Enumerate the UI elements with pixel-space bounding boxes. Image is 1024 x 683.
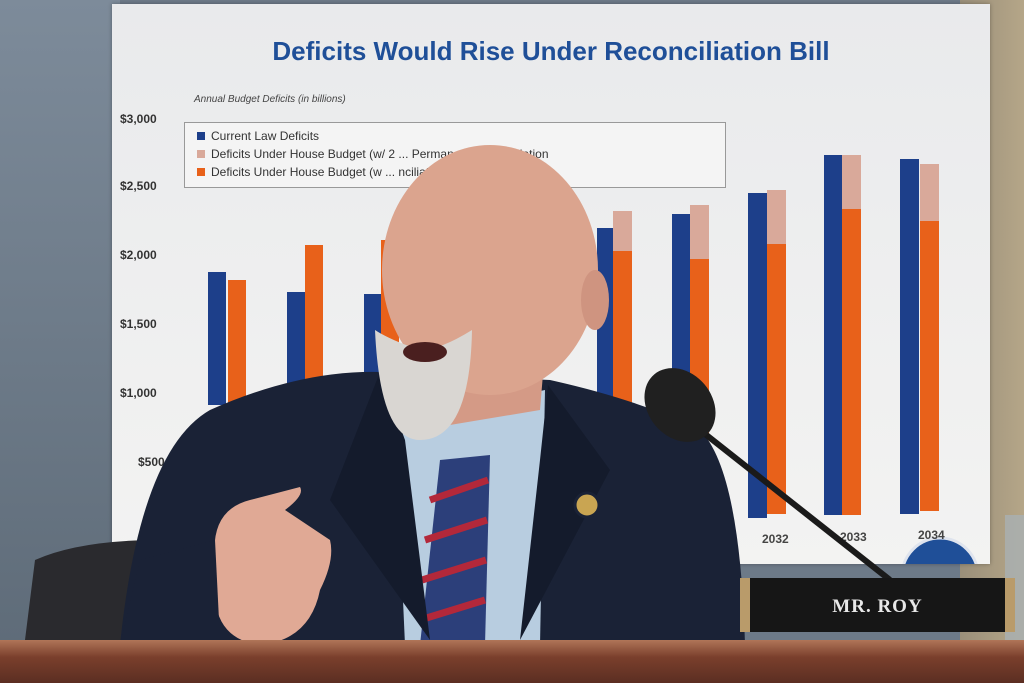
legend-label: Current Law Deficits <box>211 129 320 143</box>
bar <box>672 214 690 384</box>
lapel-right <box>520 385 610 640</box>
bar <box>305 245 323 385</box>
seal-logo <box>902 536 978 564</box>
beard <box>375 330 472 440</box>
desk <box>0 640 1024 683</box>
bar <box>900 159 919 514</box>
bar <box>228 280 246 405</box>
mouth <box>403 342 447 362</box>
y-tick: $1,500 <box>120 317 157 331</box>
bar <box>767 244 786 514</box>
sleeve <box>120 540 220 645</box>
y-tick: $1,000 <box>120 386 157 400</box>
lapel-left <box>330 372 430 640</box>
y-tick: $3,000 <box>120 112 157 126</box>
bar <box>613 211 632 251</box>
nameplate-text: MR. ROY <box>832 596 923 617</box>
necktie <box>420 455 490 645</box>
x-tick: 2032 <box>762 532 789 546</box>
legend-item: Current Law Deficits <box>197 129 319 143</box>
bar <box>767 190 786 244</box>
bar <box>208 272 226 405</box>
y-tick: $2,000 <box>120 248 157 262</box>
poster-subtitle: Annual Budget Deficits (in billions) <box>194 94 346 105</box>
hand-pointing <box>214 487 332 645</box>
x-tick: 2033 <box>840 530 867 544</box>
x-tick: 2034 <box>918 528 945 542</box>
lapel-pin <box>573 491 601 519</box>
bar <box>842 155 861 209</box>
y-tick: $2,500 <box>120 179 157 193</box>
nameplate: MR. ROY <box>740 578 1015 632</box>
bar <box>613 251 632 411</box>
bar <box>842 209 861 515</box>
head <box>382 145 598 395</box>
y-tick: $500 <box>138 455 165 469</box>
bar <box>920 221 939 511</box>
bar <box>748 193 767 518</box>
microphone-arm <box>698 427 892 583</box>
poster-title: Deficits Would Rise Under Reconciliation… <box>272 36 830 66</box>
bar <box>364 294 381 384</box>
bar <box>920 164 939 221</box>
bar <box>287 292 305 405</box>
chart-bars <box>208 155 978 564</box>
microphone <box>644 368 716 442</box>
bar <box>824 155 843 515</box>
bar <box>690 205 709 259</box>
